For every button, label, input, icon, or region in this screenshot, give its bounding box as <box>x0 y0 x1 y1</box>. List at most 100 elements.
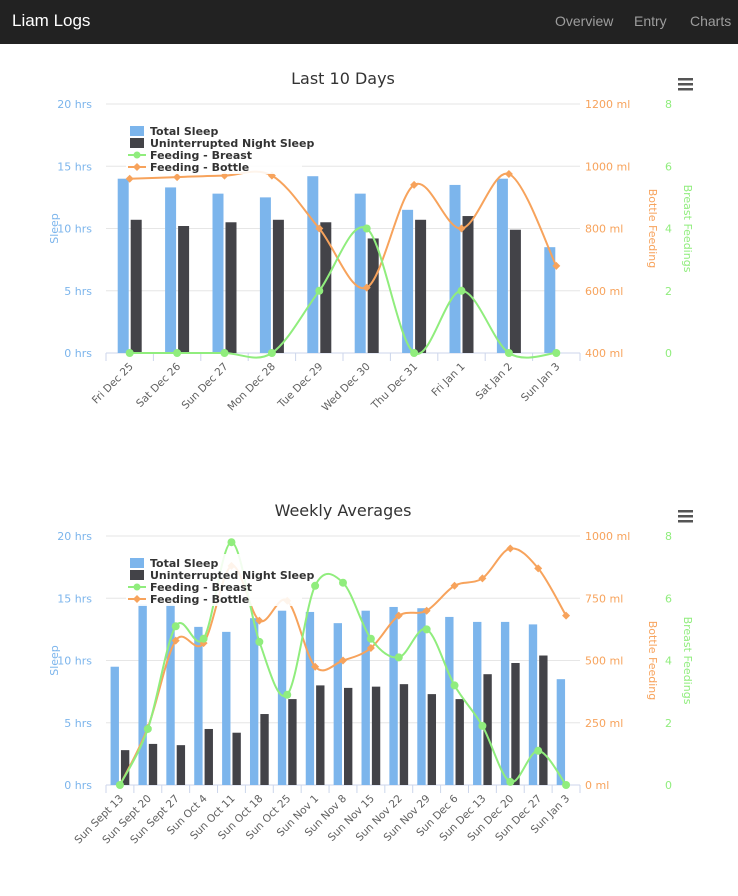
menu-icon-bar-0 <box>678 510 693 513</box>
bar-total-sleep <box>496 178 508 353</box>
point-bottle <box>255 616 264 625</box>
x-tick-label: Fri Jan 1 <box>429 361 467 399</box>
breast-tick-label: 8 <box>665 98 672 111</box>
point-breast <box>422 625 431 634</box>
legend-label: Feeding - Bottle <box>150 593 249 606</box>
bar-night-sleep <box>176 745 186 785</box>
bottle-axis-title: Bottle Feeding <box>646 621 659 700</box>
sleep-tick-label: 15 hrs <box>57 160 92 173</box>
chart-weekly-averages: Weekly Averages 0 hrs 0 ml 0 5 hrs 250 ml 2 10 … <box>0 476 738 896</box>
line-bottle <box>119 547 567 786</box>
bar-total-sleep <box>307 176 319 353</box>
bar-total-sleep <box>361 610 370 785</box>
bar-total-sleep <box>110 666 119 785</box>
bar-night-sleep <box>288 699 297 785</box>
bar-night-sleep <box>320 222 332 353</box>
bar-night-sleep <box>225 222 237 353</box>
sleep-tick-label: 20 hrs <box>57 530 92 543</box>
bar-night-sleep <box>511 662 520 785</box>
bar-night-sleep <box>316 685 325 785</box>
point-breast <box>315 286 324 295</box>
point-bottle <box>450 581 459 590</box>
bar-night-sleep <box>344 687 353 785</box>
menu-icon-bar-1 <box>678 515 693 518</box>
x-tick-label: Mon Dec 28 <box>225 361 278 414</box>
bar-total-sleep <box>259 197 271 353</box>
legend-marker <box>133 163 141 171</box>
point-breast <box>366 634 375 643</box>
bar-night-sleep <box>120 750 130 785</box>
breast-tick-label: 6 <box>665 160 672 173</box>
bar-night-sleep <box>415 219 427 353</box>
point-bottle <box>125 174 134 183</box>
bar-night-sleep <box>178 226 190 353</box>
bottle-tick-label: 0 ml <box>585 779 609 792</box>
sleep-tick-label: 15 hrs <box>57 592 92 605</box>
bar-total-sleep <box>165 187 177 353</box>
brand-title[interactable]: Liam Logs <box>12 11 91 30</box>
sleep-axis-title: Sleep <box>48 213 61 244</box>
breast-tick-label: 2 <box>665 717 672 730</box>
bar-night-sleep <box>232 732 241 785</box>
legend-swatch <box>130 138 144 148</box>
legend-marker <box>133 595 141 603</box>
legend-label: Feeding - Bottle <box>150 161 249 174</box>
bar-night-sleep <box>462 216 474 353</box>
bar-total-sleep <box>249 618 259 785</box>
nav-charts[interactable]: Charts <box>690 13 732 29</box>
point-bottle <box>562 611 571 620</box>
point-bottle <box>311 662 320 671</box>
point-breast <box>220 349 229 357</box>
point-bottle <box>506 544 515 553</box>
chart-title: Weekly Averages <box>275 501 412 520</box>
bar-night-sleep <box>148 743 158 785</box>
bar-total-sleep <box>389 606 398 785</box>
nav-entry[interactable]: Entry <box>634 13 667 29</box>
point-bottle <box>362 283 371 292</box>
point-bottle <box>478 574 487 583</box>
hamburger-menu-icon[interactable] <box>678 78 693 91</box>
hamburger-menu-icon[interactable] <box>678 510 693 523</box>
legend-label: Total Sleep <box>150 557 218 570</box>
legend-label: Uninterrupted Night Sleep <box>150 137 314 150</box>
menu-icon-bar-2 <box>678 520 693 523</box>
point-breast <box>255 637 264 646</box>
point-breast <box>267 349 276 357</box>
point-bottle <box>410 180 419 189</box>
x-tick-label: Sat Jan 2 <box>473 361 515 403</box>
bar-total-sleep <box>212 193 224 353</box>
sleep-tick-label: 10 hrs <box>57 655 92 668</box>
x-tick-label: Fri Dec 25 <box>90 361 136 407</box>
legend-swatch <box>130 126 144 136</box>
menu-icon-bar-2 <box>678 88 693 91</box>
bottle-axis-title: Bottle Feeding <box>646 189 659 268</box>
bar-total-sleep <box>138 604 147 785</box>
point-breast <box>450 681 459 690</box>
chart-last-10-days: Last 10 Days 0 hrs 400 ml 0 5 hrs 600 ml 2 10 h… <box>0 44 738 464</box>
x-tick-label: Sun Jan 3 <box>519 361 563 405</box>
x-tick-label: Sat Dec 26 <box>134 360 183 409</box>
point-breast <box>362 224 371 233</box>
bar-total-sleep <box>194 626 203 785</box>
bar-night-sleep <box>539 655 548 785</box>
breast-tick-label: 6 <box>665 592 672 605</box>
bar-total-sleep <box>528 624 538 785</box>
nav-overview[interactable]: Overview <box>555 13 614 29</box>
bottle-tick-label: 1000 ml <box>585 530 630 543</box>
bar-total-sleep <box>354 193 366 353</box>
sleep-tick-label: 5 hrs <box>64 285 92 298</box>
menu-icon-bar-1 <box>678 83 693 86</box>
breast-axis-title: Breast Feedings <box>681 185 694 273</box>
sleep-tick-label: 0 hrs <box>64 347 92 360</box>
x-tick-label: Wed Dec 30 <box>320 361 373 414</box>
point-bottle <box>220 171 229 180</box>
point-breast <box>283 690 292 699</box>
bottle-tick-label: 400 ml <box>585 347 623 360</box>
bar-night-sleep <box>204 728 213 785</box>
sleep-tick-label: 5 hrs <box>64 717 92 730</box>
point-breast <box>173 349 182 357</box>
point-breast <box>504 349 513 357</box>
line-bottle <box>129 170 558 290</box>
legend-label: Total Sleep <box>150 125 218 138</box>
